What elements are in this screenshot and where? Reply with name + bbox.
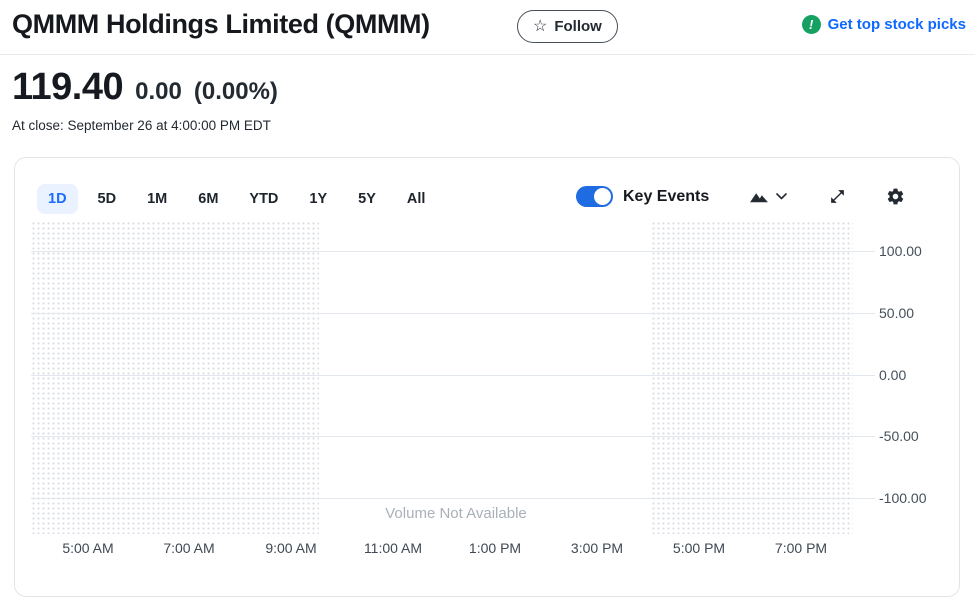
page-title: QMMM Holdings Limited (QMMM) — [12, 9, 430, 39]
follow-button-label: Follow — [554, 18, 602, 35]
toggle-knob — [594, 188, 611, 205]
range-tab-ytd[interactable]: YTD — [238, 184, 289, 214]
y-axis-tick-label: 0.00 — [879, 367, 907, 383]
chart-type-button[interactable] — [748, 190, 788, 203]
quote-summary: 119.40 0.00 (0.00%) — [12, 66, 278, 109]
expand-icon — [829, 188, 846, 205]
gridline — [31, 313, 875, 314]
x-axis-tick-label: 9:00 AM — [265, 540, 317, 556]
range-tab-all[interactable]: All — [396, 184, 437, 214]
range-tabs: 1D 5D 1M 6M YTD 1Y 5Y All — [37, 184, 436, 214]
x-axis-tick-label: 7:00 PM — [774, 540, 828, 556]
x-axis-tick-label: 11:00 AM — [363, 540, 423, 556]
gridline — [31, 251, 875, 252]
afterhours-dotted-band — [651, 221, 853, 534]
get-top-stock-picks-label: Get top stock picks — [827, 16, 966, 33]
fullscreen-expand-button[interactable] — [829, 188, 846, 205]
at-close-timestamp: At close: September 26 at 4:00:00 PM EDT — [12, 118, 271, 133]
get-top-stock-picks-link[interactable]: ! Get top stock picks — [801, 15, 966, 34]
y-axis-tick-label: -100.00 — [879, 490, 927, 506]
range-tab-1m[interactable]: 1M — [136, 184, 178, 214]
price-change-percent: (0.00%) — [193, 78, 278, 105]
range-tab-1d[interactable]: 1D — [37, 184, 78, 214]
x-axis-tick-label: 5:00 AM — [62, 540, 114, 556]
chart-card: 1D 5D 1M 6M YTD 1Y 5Y All Key Events — [14, 157, 960, 597]
x-axis-tick-label: 7:00 AM — [163, 540, 215, 556]
gear-icon — [886, 187, 905, 206]
chart-plot-area[interactable]: 100.00 50.00 0.00 -50.00 -100.00 Volume … — [15, 158, 961, 598]
volume-not-available-note: Volume Not Available — [385, 505, 527, 522]
range-tab-5y[interactable]: 5Y — [347, 184, 387, 214]
gridline — [31, 498, 875, 499]
follow-button[interactable]: ☆ Follow — [517, 10, 618, 43]
premarket-dotted-band — [31, 221, 319, 534]
range-tab-6m[interactable]: 6M — [187, 184, 229, 214]
gridline — [31, 375, 875, 376]
chevron-down-icon — [776, 193, 788, 200]
premium-badge-icon: ! — [801, 15, 821, 34]
range-tab-1y[interactable]: 1Y — [298, 184, 338, 214]
y-axis-tick-label: -50.00 — [879, 428, 919, 444]
chart-toolbar: Key Events — [576, 186, 905, 207]
x-axis-tick-label: 5:00 PM — [672, 540, 726, 556]
y-axis-tick-label: 100.00 — [879, 243, 922, 259]
chart-settings-button[interactable] — [886, 187, 905, 206]
key-events-label: Key Events — [623, 187, 710, 205]
price-change: 0.00 — [135, 78, 182, 105]
key-events-toggle[interactable] — [576, 186, 613, 207]
gridline — [31, 436, 875, 437]
x-axis-tick-label: 1:00 PM — [468, 540, 522, 556]
y-axis-tick-label: 50.00 — [879, 305, 915, 321]
range-tab-5d[interactable]: 5D — [87, 184, 128, 214]
star-icon: ☆ — [533, 17, 548, 35]
price-value: 119.40 — [12, 66, 124, 108]
x-axis-tick-label: 3:00 PM — [570, 540, 624, 556]
header-divider — [0, 54, 975, 55]
mountain-chart-icon — [748, 190, 770, 203]
